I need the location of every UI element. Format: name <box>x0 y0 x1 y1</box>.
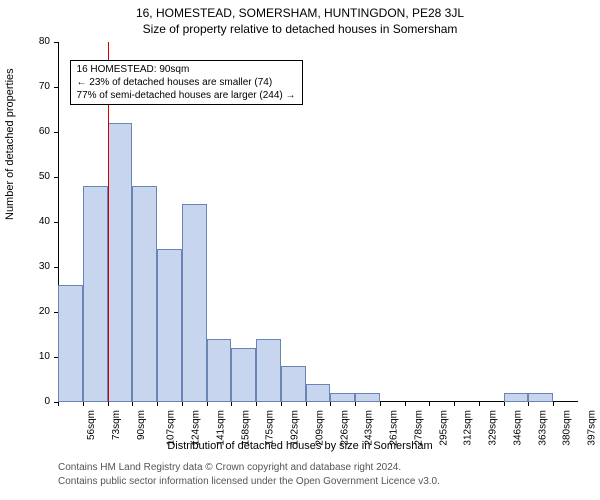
x-tick <box>355 402 356 406</box>
x-tick-label: 73sqm <box>111 410 122 440</box>
annotation-box: 16 HOMESTEAD: 90sqm ← 23% of detached ho… <box>70 60 303 105</box>
y-tick-label: 40 <box>10 216 50 227</box>
x-tick-label: 56sqm <box>86 410 97 440</box>
x-tick <box>157 402 158 406</box>
y-tick-label: 20 <box>10 306 50 317</box>
y-tick-label: 70 <box>10 81 50 92</box>
x-axis-label: Distribution of detached houses by size … <box>0 440 600 452</box>
y-tick-label: 80 <box>10 36 50 47</box>
y-tick-label: 10 <box>10 351 50 362</box>
page-title-line1: 16, HOMESTEAD, SOMERSHAM, HUNTINGDON, PE… <box>0 0 600 20</box>
x-tick <box>429 402 430 406</box>
x-tick <box>256 402 257 406</box>
x-tick <box>528 402 529 406</box>
x-tick <box>504 402 505 406</box>
x-tick <box>182 402 183 406</box>
x-tick <box>330 402 331 406</box>
x-tick <box>58 402 59 406</box>
page-title-line2: Size of property relative to detached ho… <box>0 20 600 38</box>
y-tick-label: 30 <box>10 261 50 272</box>
annotation-line3: 77% of semi-detached houses are larger (… <box>77 89 296 102</box>
y-tick-label: 60 <box>10 126 50 137</box>
chart-plot-area: 01020304050607080 56sqm73sqm90sqm107sqm1… <box>58 42 578 402</box>
x-tick <box>83 402 84 406</box>
x-tick <box>132 402 133 406</box>
annotation-line1: 16 HOMESTEAD: 90sqm <box>77 63 296 76</box>
y-tick-label: 0 <box>10 396 50 407</box>
x-tick-label: 90sqm <box>136 410 147 440</box>
x-tick <box>231 402 232 406</box>
y-tick-label: 50 <box>10 171 50 182</box>
x-tick <box>479 402 480 406</box>
x-tick <box>207 402 208 406</box>
x-tick <box>306 402 307 406</box>
x-tick <box>108 402 109 406</box>
footer-line2: Contains public sector information licen… <box>58 476 440 487</box>
x-tick <box>454 402 455 406</box>
footer-line1: Contains HM Land Registry data © Crown c… <box>58 462 401 473</box>
x-tick <box>380 402 381 406</box>
x-tick <box>405 402 406 406</box>
x-tick <box>281 402 282 406</box>
annotation-line2: ← 23% of detached houses are smaller (74… <box>77 76 296 89</box>
x-tick <box>553 402 554 406</box>
